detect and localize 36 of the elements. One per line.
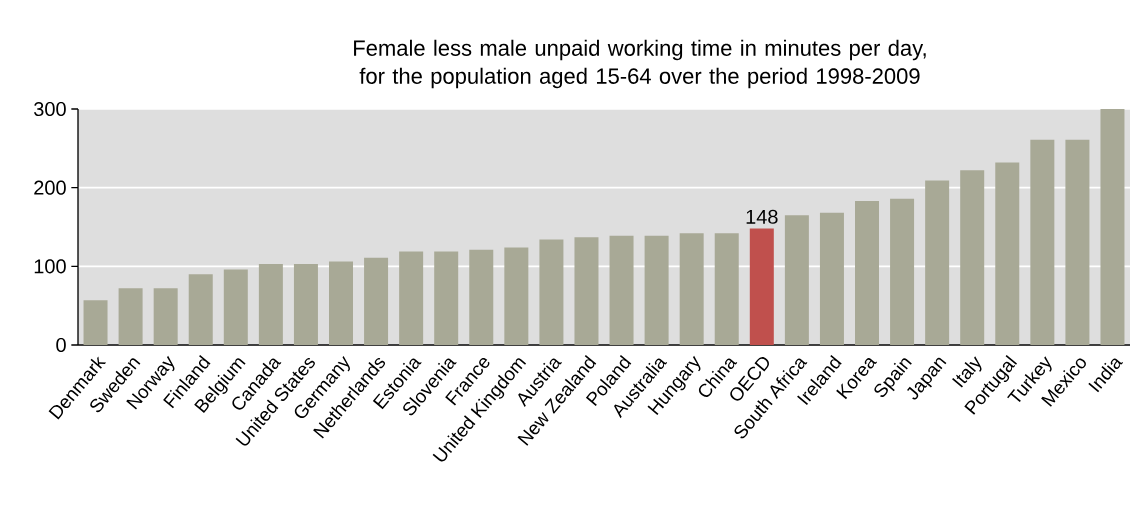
y-tick-label: 200	[34, 180, 66, 195]
bar	[469, 249, 494, 345]
bar	[995, 162, 1020, 345]
bar	[644, 235, 669, 345]
bar	[83, 300, 108, 345]
bar	[223, 269, 248, 345]
bar	[1030, 139, 1055, 345]
bar	[679, 233, 704, 345]
bar	[539, 239, 564, 345]
bar	[1100, 109, 1125, 345]
y-tick-label: 300	[34, 101, 66, 117]
bar	[960, 170, 985, 345]
bar	[784, 215, 809, 345]
bar	[188, 274, 213, 345]
bar	[855, 201, 880, 345]
bar	[153, 288, 178, 345]
y-tick-label: 100	[34, 259, 66, 274]
bar	[749, 228, 774, 345]
bar	[434, 251, 459, 345]
bar	[609, 235, 634, 345]
bar	[364, 257, 389, 345]
bar	[504, 247, 529, 345]
bar	[258, 263, 283, 345]
y-tick-label: 0	[56, 337, 66, 353]
chart-title: Female less male unpaid working time in minutes per day, for the population aged 15-64 over the period 1998-2009	[354, 39, 926, 89]
bar	[118, 288, 143, 345]
bar	[293, 263, 318, 345]
bar	[925, 180, 950, 345]
data-label: 148	[746, 209, 778, 224]
bar	[574, 237, 599, 345]
bar	[1065, 139, 1090, 345]
bar	[399, 251, 424, 345]
bar	[714, 233, 739, 345]
bar	[819, 212, 844, 345]
bar	[890, 198, 915, 345]
bar	[329, 261, 353, 345]
